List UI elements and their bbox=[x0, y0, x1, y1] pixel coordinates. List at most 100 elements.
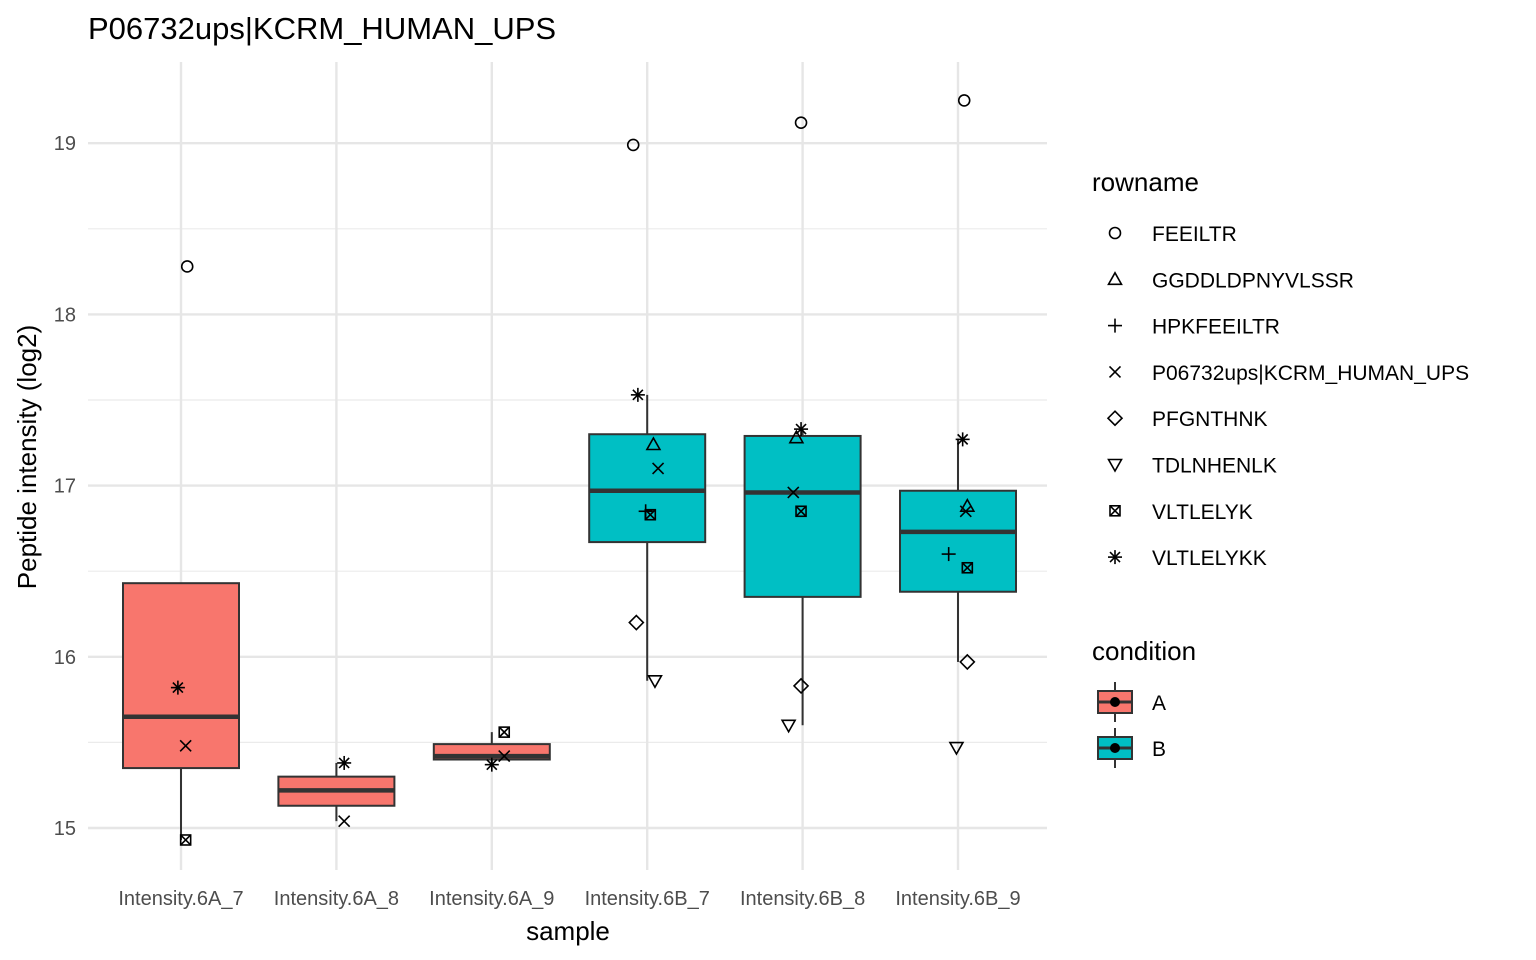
ast-b bbox=[172, 682, 184, 694]
square-cross-b bbox=[961, 562, 973, 574]
x-tick-label: Intensity.6B_9 bbox=[895, 888, 1020, 910]
data-point bbox=[626, 138, 640, 152]
legend-label: PFGNTHNK bbox=[1152, 408, 1268, 431]
legend-key-plus bbox=[1108, 318, 1122, 333]
data-point bbox=[959, 653, 976, 671]
ast-b bbox=[338, 757, 350, 769]
data-point bbox=[647, 674, 663, 689]
x-tick-label: Intensity.6A_8 bbox=[274, 888, 399, 910]
y-tick-label: 17 bbox=[54, 476, 76, 498]
legend-condition: condition AB bbox=[1092, 636, 1196, 768]
data-point bbox=[792, 677, 810, 695]
square-cross-b bbox=[498, 726, 510, 738]
square-mark bbox=[795, 505, 807, 518]
legend-key-circle-open bbox=[1108, 226, 1122, 240]
boxes bbox=[122, 394, 1017, 840]
data-point bbox=[780, 719, 797, 734]
data-point bbox=[794, 422, 809, 437]
circle-mark bbox=[794, 116, 808, 129]
triangle-down-mark bbox=[1107, 458, 1123, 473]
legend-key-condition bbox=[1097, 682, 1133, 722]
legend-key-triangle-open bbox=[1107, 271, 1123, 286]
legend-key-triangle-down-open bbox=[1107, 458, 1123, 473]
data-point bbox=[180, 260, 194, 273]
x-axis-label: sample bbox=[526, 916, 610, 946]
cross-b bbox=[787, 486, 800, 499]
data-point bbox=[787, 486, 800, 499]
square-mark bbox=[961, 561, 974, 574]
legend-label: B bbox=[1152, 738, 1166, 761]
legend-key-cross bbox=[1108, 365, 1122, 378]
cross-b bbox=[652, 462, 665, 475]
legend-key-condition bbox=[1097, 728, 1133, 768]
data-point bbox=[957, 94, 971, 107]
data-point bbox=[788, 429, 805, 444]
legend-label: GGDDLDPNYVLSSR bbox=[1152, 269, 1354, 292]
y-tick-label: 19 bbox=[54, 133, 76, 155]
square-cross-b bbox=[180, 834, 192, 846]
x-tick-label: Intensity.6B_7 bbox=[585, 888, 710, 910]
data-point bbox=[170, 680, 185, 695]
box-rect bbox=[122, 582, 240, 770]
data-point bbox=[644, 508, 657, 521]
data-point bbox=[630, 387, 645, 402]
ast-b bbox=[957, 433, 969, 445]
cross-b bbox=[338, 815, 351, 828]
chart-title: P06732ups|KCRM_HUMAN_UPS bbox=[88, 11, 556, 46]
box-rect bbox=[899, 489, 1017, 593]
legend-key-square-cross bbox=[1109, 504, 1121, 517]
triangle-mark bbox=[645, 436, 662, 451]
data-point bbox=[795, 505, 807, 518]
y-axis-ticks: 15 16 17 18 19 bbox=[54, 133, 76, 840]
ast-b bbox=[1109, 551, 1121, 563]
points bbox=[170, 94, 976, 846]
data-point bbox=[955, 432, 970, 447]
legend-dot bbox=[1110, 743, 1120, 753]
data-point bbox=[961, 561, 974, 574]
y-tick-label: 16 bbox=[54, 647, 76, 669]
diamond-mark bbox=[959, 653, 976, 671]
legend-condition-title: condition bbox=[1092, 636, 1196, 666]
data-point bbox=[179, 739, 192, 752]
data-point bbox=[337, 755, 352, 770]
legend-key-diamond-open bbox=[1106, 410, 1124, 427]
square-cross-b bbox=[795, 505, 807, 517]
legend-dot bbox=[1110, 697, 1120, 707]
diamond-mark bbox=[628, 614, 645, 631]
triangle-mark bbox=[788, 429, 805, 444]
square-mark bbox=[644, 508, 657, 521]
cross-b bbox=[959, 505, 972, 518]
triangle-down-mark bbox=[647, 674, 663, 689]
y-tick-label: 18 bbox=[54, 304, 76, 326]
ast-b bbox=[486, 759, 498, 771]
box-rect bbox=[588, 433, 707, 544]
legend-label: P06732ups|KCRM_HUMAN_UPS bbox=[1152, 362, 1469, 385]
data-point bbox=[179, 834, 192, 846]
legend-rowname: rowname FEEILTR GGDDLDPNYVLSSR HPKFEEILTR P… bbox=[1092, 167, 1469, 570]
diamond-mark bbox=[792, 677, 810, 695]
circle-mark bbox=[957, 94, 971, 107]
data-point bbox=[959, 505, 972, 518]
y-tick-label: 15 bbox=[54, 818, 76, 840]
square-mark bbox=[1109, 504, 1121, 517]
square-cross-b bbox=[644, 509, 656, 521]
legend-label: HPKFEEILTR bbox=[1152, 316, 1280, 339]
circle-mark bbox=[1108, 226, 1122, 240]
box-Intensity.6A_7 bbox=[122, 582, 240, 840]
x-tick-label: Intensity.6A_7 bbox=[118, 888, 243, 910]
data-point bbox=[794, 116, 808, 129]
square-cross-b bbox=[1109, 505, 1121, 517]
triangle-down-mark bbox=[780, 719, 797, 734]
legend-label: A bbox=[1152, 692, 1166, 715]
box-Intensity.6B_9 bbox=[899, 439, 1017, 662]
x-axis-ticks: Intensity.6A_7 Intensity.6A_8 Intensity.6A… bbox=[118, 888, 1020, 910]
data-point bbox=[645, 436, 662, 451]
cross-b bbox=[179, 739, 192, 752]
legend-label: VLTLELYK bbox=[1152, 501, 1253, 524]
legend-label: VLTLELYKK bbox=[1152, 547, 1267, 570]
legend-label: TDLNHENLK bbox=[1152, 455, 1277, 478]
data-point bbox=[628, 614, 645, 631]
y-axis-label: Peptide intensity (log2) bbox=[12, 325, 42, 589]
x-tick-label: Intensity.6A_9 bbox=[429, 888, 554, 910]
